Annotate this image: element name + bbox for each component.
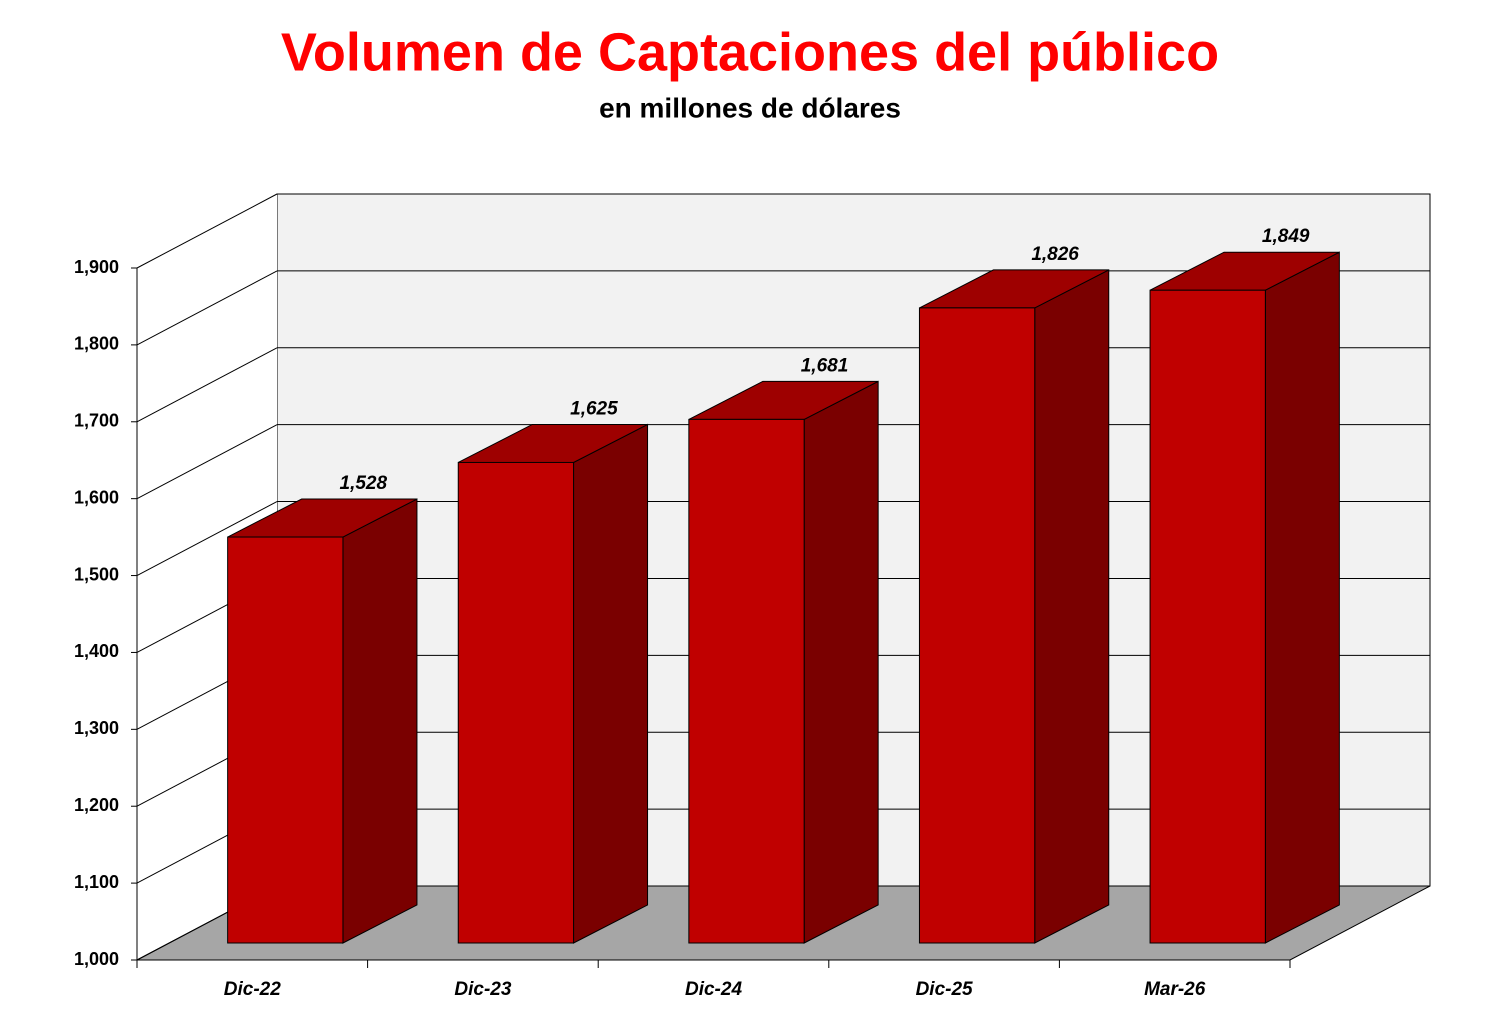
bar [1149,289,1266,944]
bar-side [803,380,879,944]
x-tick-label: Mar-26 [1144,979,1206,1000]
value-label: 1,849 [1262,226,1310,247]
y-tick-label: 1,900 [74,257,119,277]
bar [227,536,344,944]
grid-line [136,501,278,576]
y-tick-label: 1,400 [74,641,119,661]
y-tick-label: 1,300 [74,718,119,738]
bar [688,418,805,944]
y-tick-label: 1,800 [74,334,119,354]
y-tick-label: 1,600 [74,487,119,507]
value-label: 1,625 [570,398,618,419]
x-tick-label: Dic-23 [454,979,511,1000]
bar-side [342,498,418,944]
grid-line [136,347,278,423]
x-tick-label: Dic-25 [916,979,973,1000]
bar-side [1034,269,1110,944]
value-label: 1,681 [801,355,849,376]
bar-side [1264,251,1340,944]
value-label: 1,826 [1031,244,1079,265]
bar [918,307,1036,944]
y-tick-label: 1,200 [74,795,119,815]
bar [457,461,575,944]
y-tick-label: 1,700 [74,411,119,431]
y-tick-label: 1,500 [74,564,119,584]
value-label: 1,528 [340,473,388,494]
y-tick-label: 1,100 [74,872,119,892]
x-tick-label: Dic-24 [685,979,742,1000]
chart-title: Volumen de Captaciones del público [281,22,1219,82]
grid-line [136,424,278,500]
x-tick-label: Dic-22 [224,979,281,1000]
bar-side [573,423,649,944]
grid-line [136,270,278,346]
chart-subtitle: en millones de dólares [599,92,901,123]
y-tick-label: 1,000 [74,949,119,969]
grid-line [136,193,278,269]
